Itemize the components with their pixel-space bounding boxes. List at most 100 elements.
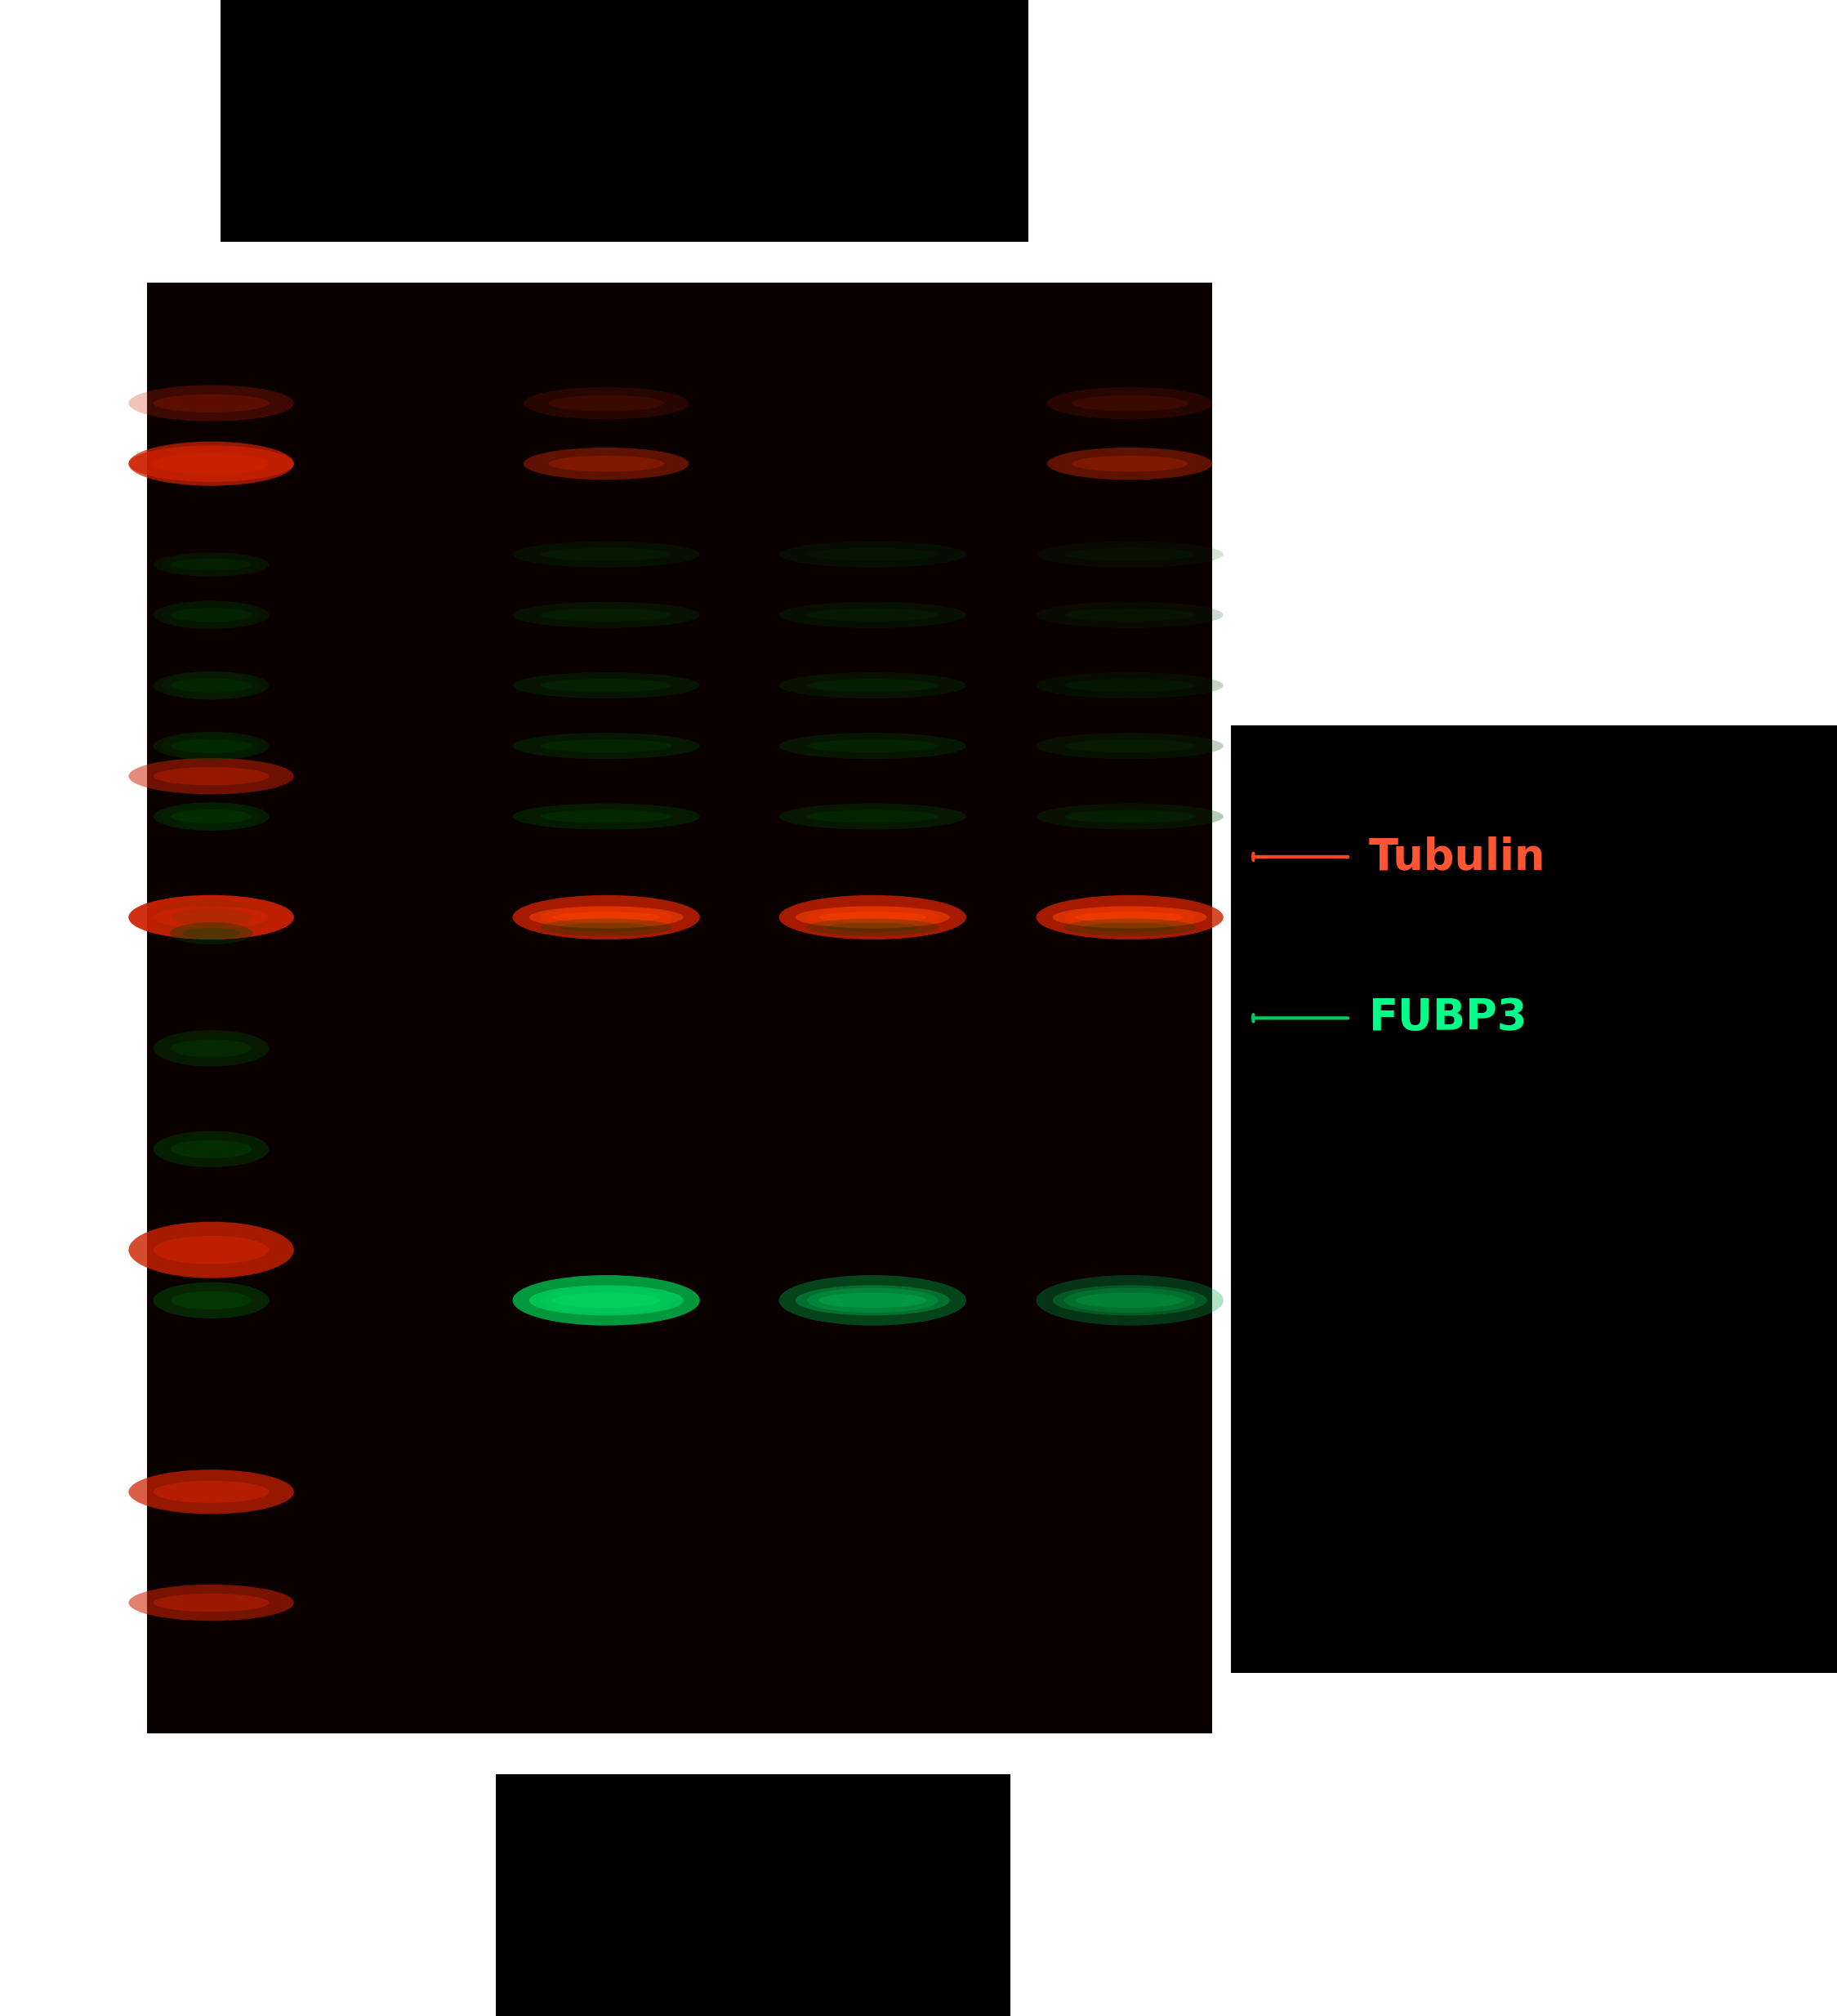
Ellipse shape (129, 442, 294, 486)
Ellipse shape (152, 1131, 268, 1167)
Ellipse shape (129, 1470, 294, 1514)
Ellipse shape (182, 927, 241, 939)
Text: Tubulin: Tubulin (1369, 835, 1545, 879)
Ellipse shape (540, 905, 672, 929)
Ellipse shape (162, 802, 261, 831)
Ellipse shape (162, 671, 261, 700)
Ellipse shape (540, 1288, 672, 1312)
Ellipse shape (513, 542, 700, 569)
Ellipse shape (171, 558, 252, 571)
Ellipse shape (176, 740, 246, 754)
Ellipse shape (152, 456, 268, 474)
Ellipse shape (1064, 609, 1196, 621)
Ellipse shape (1064, 810, 1196, 823)
Ellipse shape (529, 1286, 683, 1316)
Ellipse shape (806, 609, 939, 621)
Ellipse shape (795, 905, 950, 929)
Ellipse shape (1036, 895, 1223, 939)
Ellipse shape (513, 673, 700, 698)
Ellipse shape (1064, 740, 1196, 752)
Text: FUBP3: FUBP3 (1369, 996, 1527, 1040)
Ellipse shape (152, 905, 268, 929)
Ellipse shape (171, 677, 252, 691)
Ellipse shape (1036, 673, 1223, 698)
Ellipse shape (171, 609, 252, 621)
Ellipse shape (152, 732, 268, 760)
Ellipse shape (529, 905, 683, 929)
Ellipse shape (129, 385, 294, 421)
FancyBboxPatch shape (220, 0, 1029, 242)
Ellipse shape (513, 1276, 700, 1327)
Ellipse shape (795, 1286, 950, 1316)
Ellipse shape (152, 552, 268, 577)
Ellipse shape (524, 387, 689, 419)
Ellipse shape (1073, 456, 1187, 472)
Ellipse shape (169, 923, 254, 943)
Ellipse shape (171, 1141, 252, 1157)
Ellipse shape (540, 740, 672, 752)
Ellipse shape (1036, 804, 1223, 831)
Ellipse shape (1053, 905, 1207, 929)
Ellipse shape (1036, 734, 1223, 760)
Ellipse shape (152, 802, 268, 831)
FancyBboxPatch shape (1231, 726, 1837, 1673)
Ellipse shape (549, 456, 665, 472)
Ellipse shape (162, 552, 261, 577)
Ellipse shape (779, 673, 966, 698)
Ellipse shape (1084, 923, 1176, 931)
Ellipse shape (540, 919, 672, 935)
Ellipse shape (1064, 905, 1196, 929)
Ellipse shape (1064, 1288, 1196, 1312)
Ellipse shape (513, 895, 700, 939)
Ellipse shape (171, 810, 252, 823)
Ellipse shape (171, 1292, 252, 1310)
Ellipse shape (779, 895, 966, 939)
Ellipse shape (1036, 542, 1223, 569)
Ellipse shape (1036, 603, 1223, 629)
Ellipse shape (827, 923, 918, 931)
Ellipse shape (819, 1292, 926, 1308)
Ellipse shape (540, 679, 672, 691)
Ellipse shape (779, 1276, 966, 1327)
FancyBboxPatch shape (220, 0, 404, 101)
Ellipse shape (1064, 679, 1196, 691)
Ellipse shape (152, 905, 268, 929)
Ellipse shape (152, 1593, 268, 1613)
Ellipse shape (819, 911, 926, 923)
Ellipse shape (513, 804, 700, 831)
Ellipse shape (1053, 1286, 1207, 1316)
Ellipse shape (806, 548, 939, 560)
Ellipse shape (152, 395, 268, 413)
Ellipse shape (152, 1480, 268, 1504)
Ellipse shape (513, 603, 700, 629)
Ellipse shape (779, 804, 966, 831)
Ellipse shape (549, 395, 665, 411)
Ellipse shape (129, 895, 294, 939)
Ellipse shape (129, 1585, 294, 1621)
Ellipse shape (171, 907, 252, 925)
Ellipse shape (1047, 448, 1212, 480)
Ellipse shape (806, 905, 939, 929)
Ellipse shape (1076, 1292, 1183, 1308)
Ellipse shape (806, 1288, 939, 1312)
Ellipse shape (176, 677, 246, 691)
Ellipse shape (129, 758, 294, 794)
Ellipse shape (540, 810, 672, 823)
Ellipse shape (1073, 395, 1187, 411)
Ellipse shape (152, 899, 268, 935)
Ellipse shape (129, 446, 294, 482)
FancyBboxPatch shape (496, 1774, 1010, 2016)
FancyBboxPatch shape (147, 282, 1212, 1734)
Ellipse shape (524, 448, 689, 480)
Ellipse shape (152, 1236, 268, 1264)
Ellipse shape (176, 810, 246, 823)
Ellipse shape (779, 542, 966, 569)
Ellipse shape (1047, 387, 1212, 419)
Ellipse shape (779, 603, 966, 629)
Ellipse shape (152, 1030, 268, 1066)
Ellipse shape (806, 679, 939, 691)
Ellipse shape (176, 558, 246, 571)
Ellipse shape (129, 1222, 294, 1278)
Ellipse shape (171, 1040, 252, 1058)
Ellipse shape (152, 1282, 268, 1318)
